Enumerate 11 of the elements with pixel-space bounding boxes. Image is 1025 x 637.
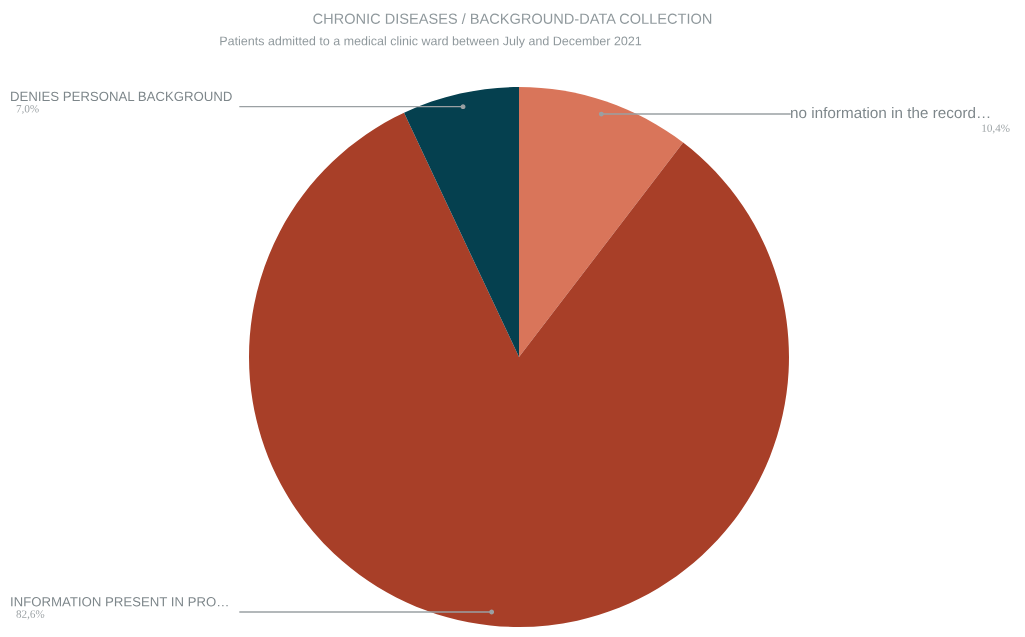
pie-slice [249,112,789,627]
chart-title: CHRONIC DISEASES / BACKGROUND-DATA COLLECTION [313,13,712,24]
data-label: 82,6% [16,610,45,620]
slice-label: no information in the record… [791,106,990,119]
slice-label: INFORMATION PRESENT IN PRO… [11,597,228,607]
data-label: 7,0% [16,105,39,115]
pie-slice [519,87,684,357]
data-label: 10,4% [982,124,1010,134]
chart-subtitle: Patients admitted to a medical clinic ward between July and December 2021 [220,36,642,48]
pie-slice [404,87,519,357]
slice-label: DENIES PERSONAL BACKGROUND [11,91,232,102]
